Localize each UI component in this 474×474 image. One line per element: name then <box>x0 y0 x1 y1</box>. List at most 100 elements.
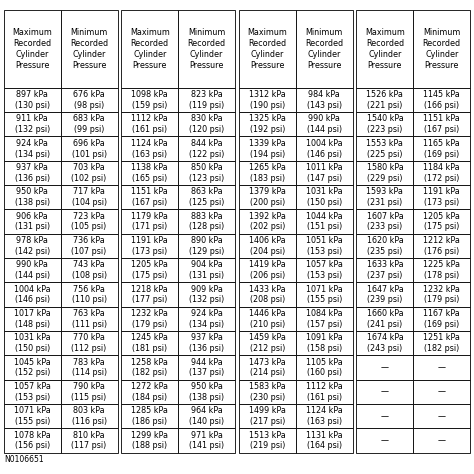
Text: 924 kPa
(134 psi): 924 kPa (134 psi) <box>189 309 224 329</box>
Text: 1031 kPa
(150 psi): 1031 kPa (150 psi) <box>14 333 51 353</box>
Bar <box>4 10 61 88</box>
Text: 1593 kPa
(231 psi): 1593 kPa (231 psi) <box>366 187 403 207</box>
Text: 1607 kPa
(233 psi): 1607 kPa (233 psi) <box>366 212 403 231</box>
Bar <box>178 404 235 428</box>
Bar <box>178 210 235 234</box>
Bar <box>61 404 118 428</box>
Text: 990 kPa
(144 psi): 990 kPa (144 psi) <box>307 114 342 134</box>
Bar <box>4 404 61 428</box>
Text: 1017 kPa
(148 psi): 1017 kPa (148 psi) <box>14 309 51 329</box>
Text: 978 kPa
(142 psi): 978 kPa (142 psi) <box>15 236 50 256</box>
Bar <box>413 331 470 356</box>
Text: 763 kPa
(111 psi): 763 kPa (111 psi) <box>72 309 107 329</box>
Bar <box>296 161 353 185</box>
Bar <box>296 258 353 283</box>
Text: 897 kPa
(130 psi): 897 kPa (130 psi) <box>15 90 50 110</box>
Text: —: — <box>381 387 389 396</box>
Text: 1473 kPa
(214 psi): 1473 kPa (214 psi) <box>249 358 286 377</box>
Bar <box>356 88 413 112</box>
Text: 1112 kPa
(161 psi): 1112 kPa (161 psi) <box>306 382 343 402</box>
Bar <box>121 380 178 404</box>
Text: 1232 kPa
(179 psi): 1232 kPa (179 psi) <box>423 285 460 304</box>
Text: 937 kPa
(136 psi): 937 kPa (136 psi) <box>189 333 224 353</box>
Text: 883 kPa
(128 psi): 883 kPa (128 psi) <box>189 212 224 231</box>
Text: 863 kPa
(125 psi): 863 kPa (125 psi) <box>189 187 224 207</box>
Text: 736 kPa
(107 psi): 736 kPa (107 psi) <box>72 236 107 256</box>
Text: 904 kPa
(131 psi): 904 kPa (131 psi) <box>189 260 224 280</box>
Text: 1091 kPa
(158 psi): 1091 kPa (158 psi) <box>306 333 343 353</box>
Bar <box>178 258 235 283</box>
Text: —: — <box>438 387 446 396</box>
Bar <box>61 137 118 161</box>
Bar <box>239 331 296 356</box>
Bar <box>4 258 61 283</box>
Bar <box>178 428 235 453</box>
Bar <box>296 428 353 453</box>
Bar <box>239 210 296 234</box>
Text: 1138 kPa
(165 psi): 1138 kPa (165 psi) <box>131 163 168 183</box>
Text: 1553 kPa
(225 psi): 1553 kPa (225 psi) <box>366 139 403 158</box>
Text: 1031 kPa
(150 psi): 1031 kPa (150 psi) <box>306 187 343 207</box>
Text: 1045 kPa
(152 psi): 1045 kPa (152 psi) <box>14 358 51 377</box>
Text: 1251 kPa
(182 psi): 1251 kPa (182 psi) <box>423 333 460 353</box>
Bar <box>121 356 178 380</box>
Bar <box>356 137 413 161</box>
Bar <box>61 234 118 258</box>
Bar <box>356 161 413 185</box>
Text: 1272 kPa
(184 psi): 1272 kPa (184 psi) <box>131 382 168 402</box>
Text: 1191 kPa
(173 psi): 1191 kPa (173 psi) <box>131 236 168 256</box>
Bar <box>61 185 118 210</box>
Bar <box>4 331 61 356</box>
Text: 1205 kPa
(175 psi): 1205 kPa (175 psi) <box>423 212 460 231</box>
Text: 1312 kPa
(190 psi): 1312 kPa (190 psi) <box>249 90 286 110</box>
Bar <box>178 161 235 185</box>
Bar <box>178 380 235 404</box>
Bar <box>4 210 61 234</box>
Text: 1212 kPa
(176 psi): 1212 kPa (176 psi) <box>423 236 460 256</box>
Text: Minimum
Recorded
Cylinder
Pressure: Minimum Recorded Cylinder Pressure <box>188 28 226 70</box>
Bar <box>356 428 413 453</box>
Bar <box>239 10 296 88</box>
Bar <box>61 428 118 453</box>
Bar <box>296 404 353 428</box>
Text: 823 kPa
(119 psi): 823 kPa (119 psi) <box>189 90 224 110</box>
Bar <box>413 404 470 428</box>
Text: Maximum
Recorded
Cylinder
Pressure: Maximum Recorded Cylinder Pressure <box>247 28 287 70</box>
Text: 1165 kPa
(169 psi): 1165 kPa (169 psi) <box>423 139 460 158</box>
Bar <box>121 88 178 112</box>
Text: 1285 kPa
(186 psi): 1285 kPa (186 psi) <box>131 406 168 426</box>
Bar <box>121 185 178 210</box>
Text: 1145 kPa
(166 psi): 1145 kPa (166 psi) <box>423 90 460 110</box>
Text: 1044 kPa
(151 psi): 1044 kPa (151 psi) <box>306 212 343 231</box>
Bar <box>413 283 470 307</box>
Text: 1225 kPa
(178 psi): 1225 kPa (178 psi) <box>423 260 460 280</box>
Bar <box>178 185 235 210</box>
Text: 743 kPa
(108 psi): 743 kPa (108 psi) <box>72 260 107 280</box>
Text: 1205 kPa
(175 psi): 1205 kPa (175 psi) <box>131 260 168 280</box>
Bar <box>296 234 353 258</box>
Bar <box>61 356 118 380</box>
Bar <box>413 428 470 453</box>
Bar <box>178 331 235 356</box>
Bar <box>61 88 118 112</box>
Text: 1167 kPa
(169 psi): 1167 kPa (169 psi) <box>423 309 460 329</box>
Bar <box>413 307 470 331</box>
Bar <box>61 10 118 88</box>
Bar <box>239 112 296 137</box>
Text: —: — <box>438 363 446 372</box>
Text: 1218 kPa
(177 psi): 1218 kPa (177 psi) <box>131 285 168 304</box>
Text: 1084 kPa
(157 psi): 1084 kPa (157 psi) <box>306 309 343 329</box>
Text: 1633 kPa
(237 psi): 1633 kPa (237 psi) <box>366 260 403 280</box>
Bar <box>296 380 353 404</box>
Bar <box>4 161 61 185</box>
Text: 1105 kPa
(160 psi): 1105 kPa (160 psi) <box>306 358 343 377</box>
Bar <box>4 428 61 453</box>
Text: 1583 kPa
(230 psi): 1583 kPa (230 psi) <box>249 382 286 402</box>
Bar <box>296 112 353 137</box>
Text: 1392 kPa
(202 psi): 1392 kPa (202 psi) <box>249 212 286 231</box>
Text: 696 kPa
(101 psi): 696 kPa (101 psi) <box>72 139 107 158</box>
Text: 971 kPa
(141 psi): 971 kPa (141 psi) <box>189 431 224 450</box>
Text: 803 kPa
(116 psi): 803 kPa (116 psi) <box>72 406 107 426</box>
Text: 1419 kPa
(206 psi): 1419 kPa (206 psi) <box>249 260 286 280</box>
Text: 1540 kPa
(223 psi): 1540 kPa (223 psi) <box>366 114 403 134</box>
